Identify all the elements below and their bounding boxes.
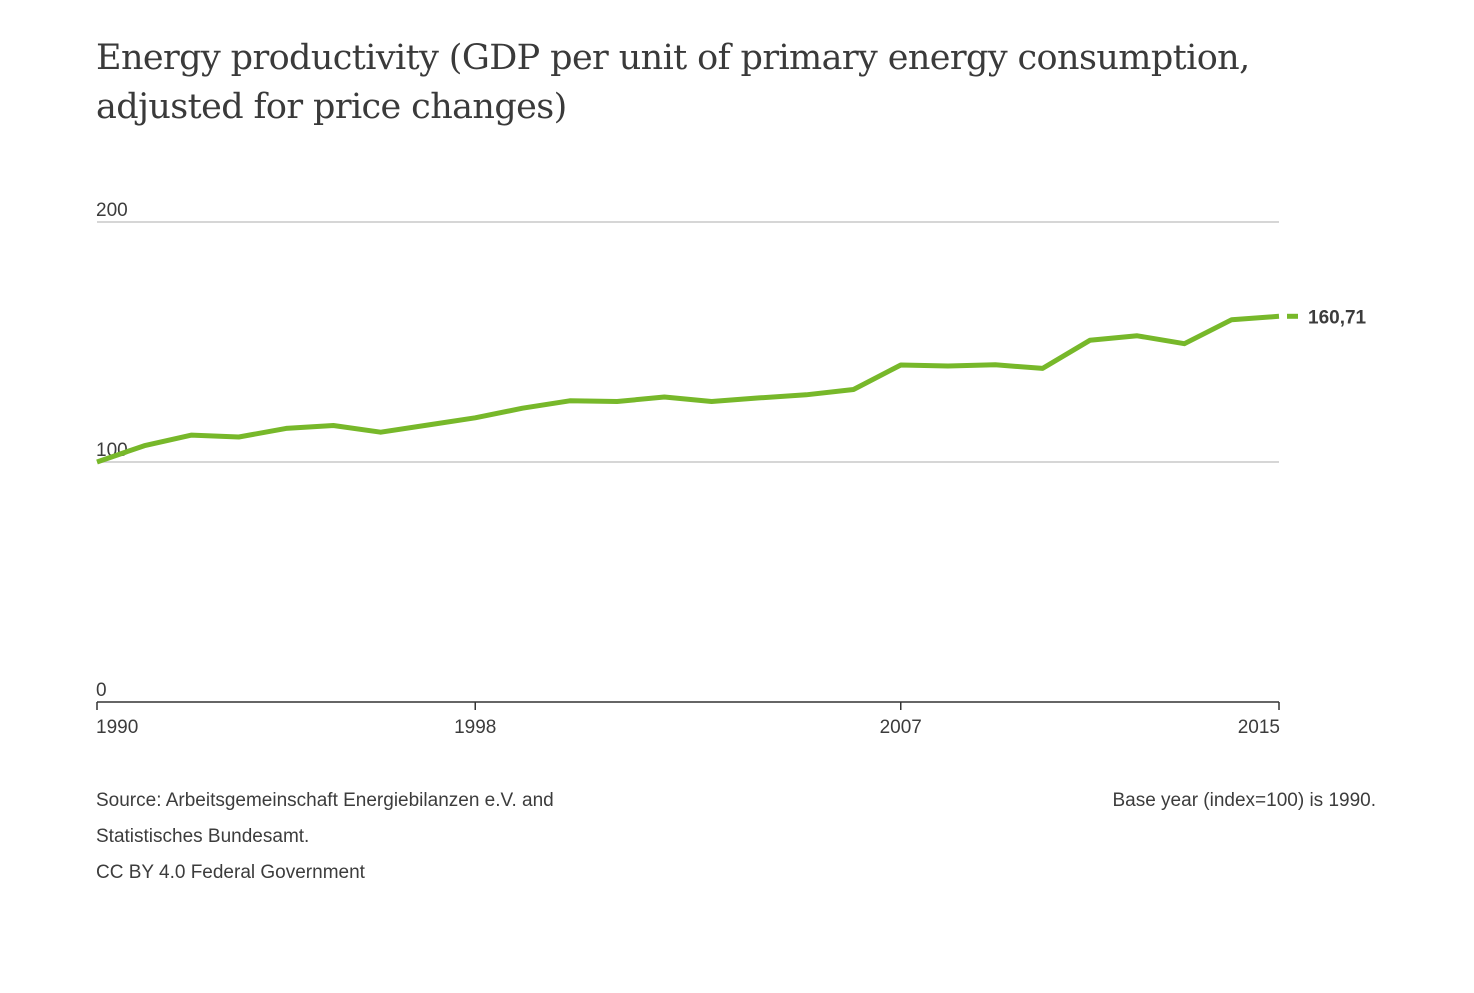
x-tick-label-1998: 1998	[454, 717, 496, 738]
series-line	[96, 313, 1280, 465]
source-line-2: Statistisches Bundesamt.	[96, 826, 310, 847]
base-year-note: Base year (index=100) is 1990.	[1112, 790, 1376, 811]
end-value-label: 160,71	[1308, 307, 1367, 328]
license-text: CC BY 4.0 Federal Government	[96, 862, 365, 883]
source-note: Source: Arbeitsgemeinschaft Energiebilan…	[96, 783, 554, 891]
chart-title: Energy productivity (GDP per unit of pri…	[96, 38, 1250, 127]
y-tick-label-0: 0	[96, 680, 107, 701]
x-tick-label-2007: 2007	[880, 717, 922, 738]
source-line-1: Source: Arbeitsgemeinschaft Energiebilan…	[96, 790, 554, 811]
x-tick-label-2015: 2015	[1238, 717, 1280, 738]
y-tick-label-200: 200	[96, 200, 128, 221]
x-tick-label-1990: 1990	[96, 717, 138, 738]
